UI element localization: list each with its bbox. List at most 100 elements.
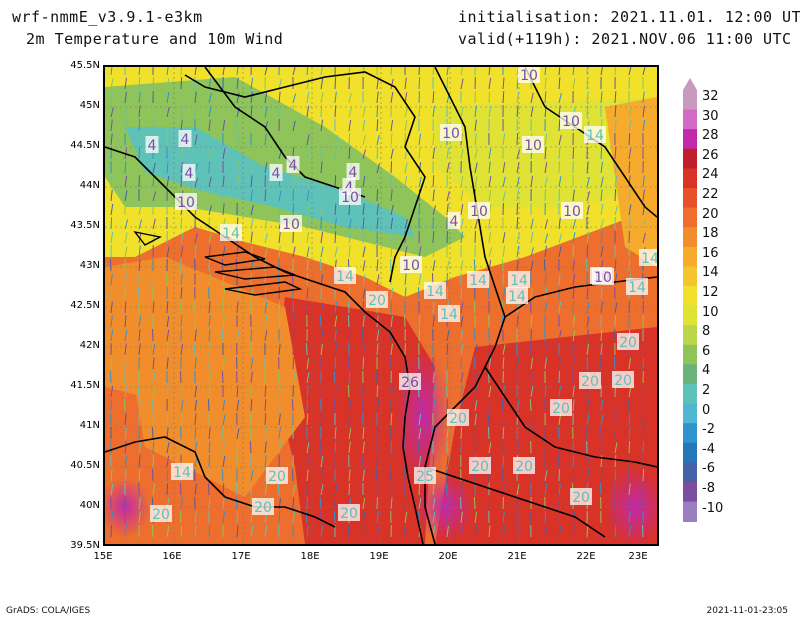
wind-barb: [376, 483, 379, 496]
wind-barb: [306, 246, 310, 258]
lon-label: 22E: [576, 551, 596, 562]
contour-label-bg: [639, 249, 657, 266]
wind-barb: [404, 246, 408, 258]
wind-barb: [320, 525, 323, 538]
wind-barb: [277, 483, 280, 496]
wind-barb: [180, 273, 183, 286]
temperature-wind-map[interactable]: 1044444441010101410101010101414410142014…: [103, 65, 659, 546]
contour-label-bg: [414, 467, 436, 484]
wind-barb: [222, 288, 226, 300]
wind-barb: [460, 218, 464, 230]
contour-label: 10: [524, 138, 542, 154]
colorbar-label: 16: [702, 245, 719, 261]
wind-barb: [474, 400, 478, 412]
wind-barb: [138, 343, 141, 356]
wind-barb: [586, 469, 590, 482]
wind-barb: [543, 259, 546, 272]
wind-barb: [110, 175, 113, 188]
wind-barb: [362, 511, 366, 524]
wind-barb: [432, 301, 435, 314]
wind-barb: [488, 386, 492, 398]
wind-barb: [166, 469, 169, 482]
wind-barb: [124, 441, 127, 454]
wind-barb: [235, 259, 238, 272]
wind-barb: [110, 78, 114, 90]
wind-barb: [614, 273, 618, 286]
wind-barb: [278, 511, 281, 524]
wind-barb: [124, 469, 127, 482]
wind-barb: [614, 413, 618, 426]
wind-barb: [208, 106, 212, 118]
wind-barb: [222, 175, 225, 188]
wind-barb: [529, 343, 532, 356]
wind-barb: [334, 357, 337, 370]
wind-barb: [138, 442, 142, 454]
lon-label: 20E: [438, 551, 458, 562]
wind-barb: [614, 455, 617, 468]
wind-barb: [320, 484, 324, 496]
wind-barb: [544, 441, 547, 454]
wind-barb: [306, 163, 310, 174]
wind-barb: [208, 259, 211, 272]
contour-label-bg: [522, 136, 544, 153]
wind-barb: [628, 427, 631, 440]
wind-barb: [362, 217, 365, 230]
wind-barb: [586, 177, 590, 188]
contour-label-bg: [280, 215, 302, 232]
wind-barb: [390, 161, 393, 174]
wind-barb: [432, 315, 435, 328]
wind-barb: [404, 189, 407, 202]
field-magenta-3: [605, 467, 657, 544]
wind-barb: [292, 511, 296, 524]
wind-barb: [628, 175, 631, 188]
contour-label-bg: [508, 271, 530, 288]
wind-barb: [250, 511, 253, 524]
wind-barb: [194, 511, 197, 524]
colorbar-swatch: [683, 246, 697, 267]
contour-label: 4: [349, 165, 358, 181]
contour-label: 14: [510, 273, 528, 289]
wind-barb: [124, 105, 127, 118]
wind-barb: [137, 371, 140, 384]
contour-label: 20: [515, 459, 533, 475]
wind-barb: [292, 133, 295, 146]
contour-label: 20: [581, 374, 599, 390]
wind-barb: [124, 525, 127, 538]
colorbar-label: -4: [702, 441, 715, 457]
wind-barb: [249, 427, 252, 440]
wind-barb: [432, 512, 436, 524]
wind-barb: [488, 217, 491, 230]
wind-barb: [502, 133, 506, 146]
wind-barb: [446, 77, 449, 90]
wind-barb: [376, 189, 379, 202]
colorbar-swatch: [683, 501, 697, 522]
wind-barb: [348, 428, 352, 440]
wind-barb: [320, 231, 324, 244]
wind-barb: [446, 330, 450, 342]
wind-barb: [320, 189, 323, 202]
lat-label: 41.5N: [70, 380, 100, 391]
wind-barb: [404, 204, 408, 216]
wind-barb: [586, 77, 589, 90]
wind-barb: [572, 273, 576, 286]
wind-barb: [306, 204, 310, 216]
wind-barb: [544, 343, 548, 356]
wind-barb: [166, 78, 170, 90]
wind-barb: [404, 399, 408, 412]
wind-barb: [586, 204, 590, 216]
wind-barb: [642, 441, 645, 454]
wind-barb: [180, 93, 184, 104]
contour-label: 14: [469, 273, 487, 289]
wind-barb: [306, 442, 310, 454]
colorbar-label: 24: [702, 167, 719, 183]
wind-barb: [193, 343, 196, 356]
wind-barb: [600, 204, 604, 216]
wind-barb: [516, 259, 519, 272]
wind-barb: [628, 511, 631, 524]
wind-barb: [544, 91, 547, 104]
wind-barb: [544, 302, 548, 314]
wind-barb: [151, 525, 154, 538]
wind-barb: [348, 133, 351, 146]
wind-barb: [250, 91, 253, 104]
wind-barb: [460, 372, 464, 384]
